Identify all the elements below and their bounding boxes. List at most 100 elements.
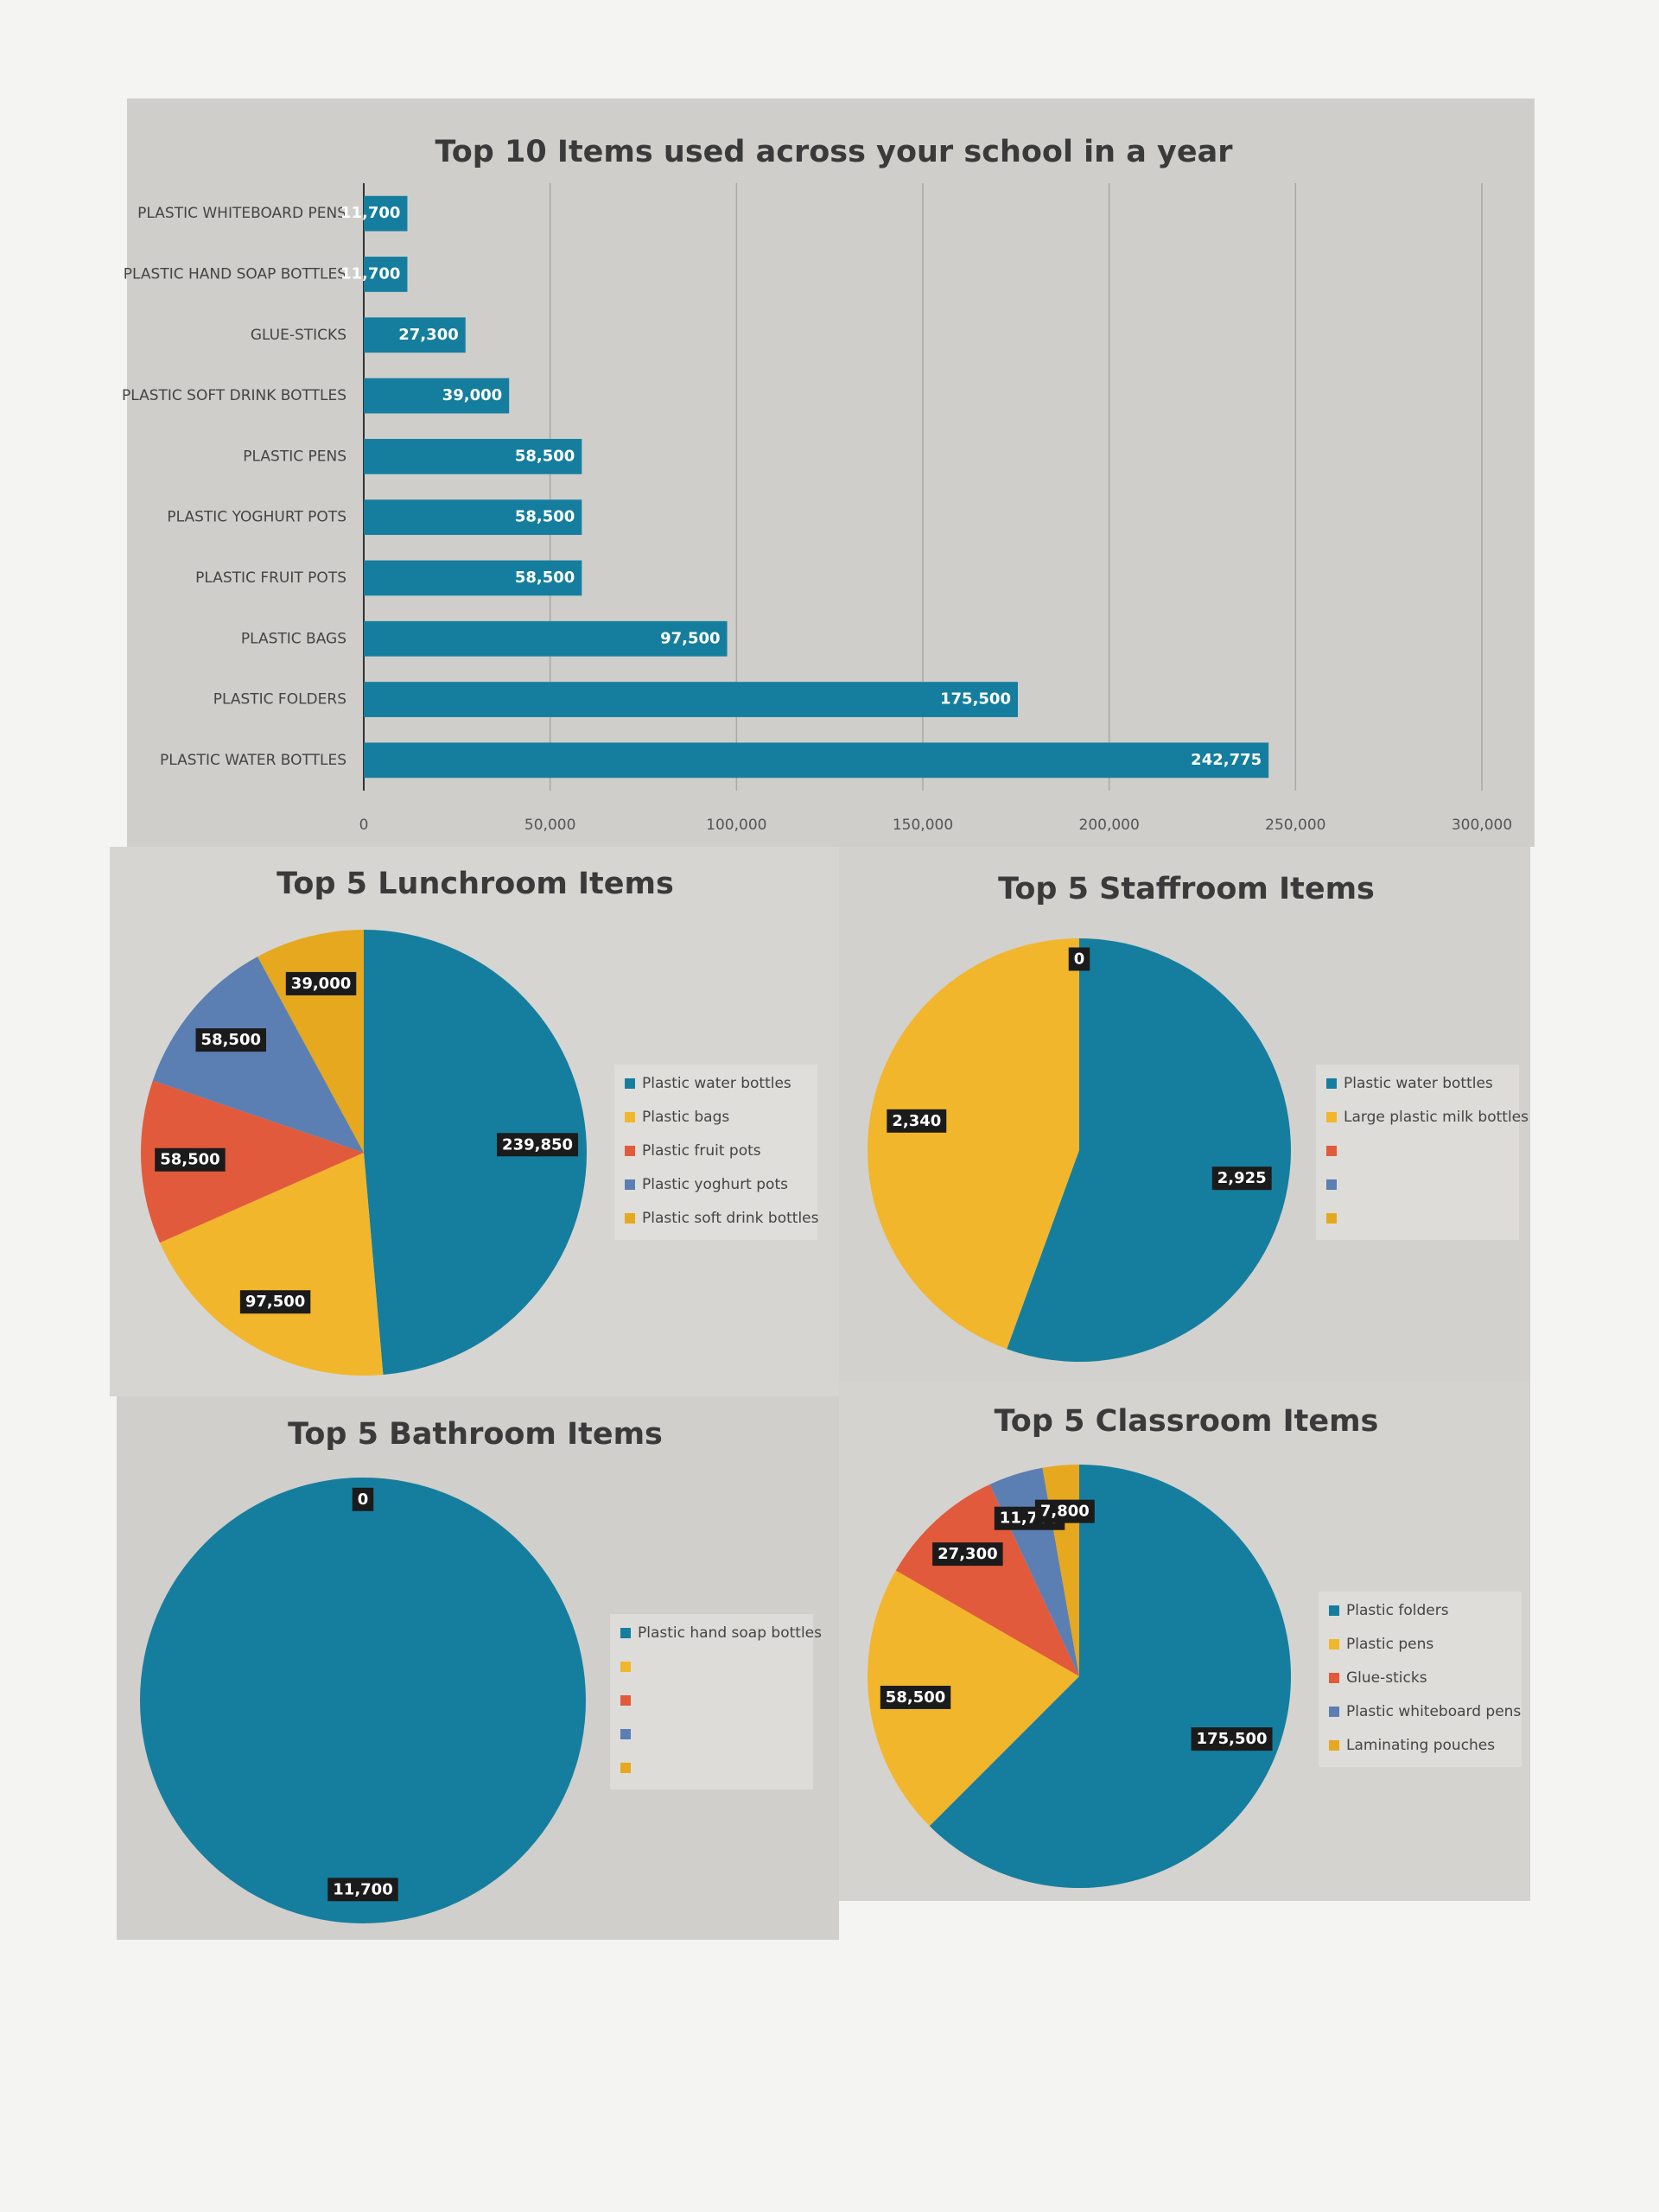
data-label-box <box>1191 1727 1273 1751</box>
y-tick-label: PLASTIC FRUIT POTS <box>195 569 346 587</box>
pie-slice <box>152 957 364 1153</box>
x-tick-label: 250,000 <box>1265 817 1325 834</box>
chart-title: Top 5 Bathroom Items <box>288 1417 663 1452</box>
data-label: 58,500 <box>160 1151 219 1169</box>
data-label: 175,500 <box>940 690 1011 709</box>
pie-slice <box>929 1465 1291 1888</box>
data-label: 7,800 <box>1040 1503 1090 1521</box>
data-label-box <box>352 1487 374 1511</box>
data-label-box <box>327 1878 398 1902</box>
data-label: 242,775 <box>1191 751 1262 769</box>
legend-swatch <box>1326 1213 1337 1224</box>
y-tick-label: PLASTIC YOGHURT POTS <box>167 509 346 526</box>
legend-swatch <box>625 1146 635 1156</box>
legend-label: Plastic yoghurt pots <box>642 1176 788 1193</box>
chart-title: Top 5 Classroom Items <box>995 1404 1379 1439</box>
legend-label: Glue-sticks <box>1346 1669 1427 1687</box>
legend-swatch <box>1326 1146 1337 1156</box>
legend-box <box>614 1065 817 1240</box>
pie-slice <box>140 1478 586 1923</box>
data-label-box <box>932 1542 1003 1567</box>
y-tick-label: PLASTIC WHITEBOARD PENS <box>137 205 346 222</box>
y-tick-label: PLASTIC FOLDERS <box>213 691 346 709</box>
data-label: 2,925 <box>1217 1169 1267 1187</box>
pie-slice <box>160 1153 384 1376</box>
x-tick-label: 0 <box>359 817 369 834</box>
data-label: 39,000 <box>291 975 351 993</box>
data-label: 58,500 <box>515 447 575 465</box>
legend-swatch <box>625 1213 635 1224</box>
panel <box>127 99 1535 847</box>
bar <box>364 378 510 414</box>
bar <box>364 742 1269 779</box>
data-label: 58,500 <box>201 1031 261 1049</box>
legend-swatch <box>620 1662 631 1672</box>
legend-swatch <box>1326 1179 1337 1190</box>
legend-label: Plastic hand soap bottles <box>638 1624 822 1642</box>
data-label-box <box>497 1133 579 1157</box>
data-label: 11,700 <box>340 204 400 222</box>
legend-swatch <box>620 1695 631 1706</box>
data-label: 58,500 <box>515 569 575 587</box>
bar <box>364 195 408 232</box>
legend-label: Plastic fruit pots <box>642 1142 761 1160</box>
legend-swatch <box>1329 1673 1339 1683</box>
legend-label: Plastic pens <box>1346 1636 1433 1653</box>
data-label-box <box>1211 1166 1272 1191</box>
legend-swatch <box>1329 1639 1339 1649</box>
y-tick-label: PLASTIC BAGS <box>241 630 346 647</box>
legend-label: Laminating pouches <box>1346 1737 1495 1754</box>
legend-swatch <box>625 1078 635 1089</box>
legend-swatch <box>620 1628 631 1638</box>
legend-label: Plastic soft drink bottles <box>642 1210 819 1227</box>
data-label-box <box>285 971 357 995</box>
x-tick-label: 50,000 <box>524 817 575 834</box>
chart-title: Top 10 Items used across your school in … <box>435 135 1234 169</box>
y-tick-label: GLUE-STICKS <box>251 327 346 344</box>
y-tick-label: PLASTIC PENS <box>243 448 346 465</box>
data-label: 175,500 <box>1197 1730 1268 1748</box>
legend-swatch <box>1326 1112 1337 1122</box>
legend-label: Plastic water bottles <box>1344 1075 1493 1092</box>
bar <box>364 499 582 536</box>
legend-label: Large plastic milk bottles <box>1344 1109 1529 1126</box>
legend-swatch <box>1329 1605 1339 1616</box>
bar <box>364 682 1018 717</box>
legend-swatch <box>1329 1740 1339 1751</box>
data-label-box <box>1034 1499 1095 1523</box>
data-label: 97,500 <box>245 1293 305 1311</box>
y-tick-label: PLASTIC WATER BOTTLES <box>160 752 346 769</box>
legend-swatch <box>1326 1078 1337 1089</box>
data-label: 11,700 <box>340 264 400 283</box>
legend-box <box>610 1614 813 1789</box>
legend-box <box>1319 1592 1522 1767</box>
data-label: 58,500 <box>886 1688 945 1707</box>
legend-swatch <box>1329 1707 1339 1717</box>
data-label-box <box>880 1685 951 1709</box>
data-label: 239,850 <box>502 1135 573 1154</box>
bar <box>364 438 582 474</box>
data-label-box <box>1068 947 1090 971</box>
data-label-box <box>887 1109 947 1133</box>
legend-swatch <box>620 1729 631 1739</box>
data-label: 58,500 <box>515 508 575 526</box>
data-label: 2,340 <box>892 1112 941 1130</box>
bar <box>364 257 408 292</box>
data-label: 97,500 <box>660 629 720 647</box>
legend-label: Plastic whiteboard pens <box>1346 1703 1521 1720</box>
legend-box <box>1316 1065 1519 1240</box>
bar <box>364 317 466 353</box>
legend-swatch <box>620 1763 631 1773</box>
data-label: 0 <box>358 1491 369 1509</box>
x-tick-label: 100,000 <box>706 817 766 834</box>
x-tick-label: 200,000 <box>1079 817 1140 834</box>
pie-slice <box>868 938 1079 1350</box>
data-label-box <box>195 1028 267 1052</box>
data-label: 39,000 <box>442 386 502 404</box>
pie-slice <box>364 930 588 1376</box>
x-tick-label: 150,000 <box>893 817 953 834</box>
pie-slice <box>867 1570 1079 1827</box>
pie-slice <box>895 1484 1079 1676</box>
legend-label: Plastic water bottles <box>642 1075 791 1092</box>
